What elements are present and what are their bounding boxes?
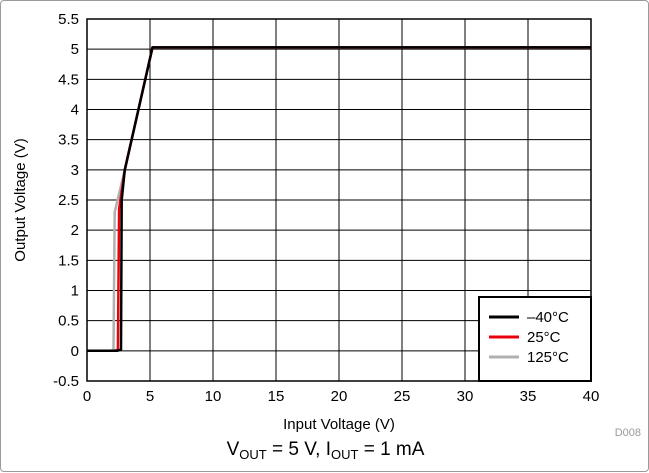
caption-iout-value: = 1 mA bbox=[358, 439, 425, 460]
y-tick-label: 3 bbox=[71, 162, 79, 179]
y-tick-label: 2 bbox=[71, 222, 79, 239]
caption-vout-value: = 5 V, bbox=[266, 439, 326, 460]
y-tick-label: 4 bbox=[71, 102, 79, 119]
x-tick-label: 30 bbox=[457, 388, 474, 405]
legend-label: 25°C bbox=[527, 329, 561, 346]
x-tick-label: 15 bbox=[268, 388, 285, 405]
y-tick-label: 5 bbox=[71, 41, 79, 58]
x-tick-label: 0 bbox=[83, 388, 91, 405]
x-tick-label: 25 bbox=[394, 388, 411, 405]
legend-label: 125°C bbox=[527, 349, 569, 366]
y-tick-label: 1 bbox=[71, 283, 79, 300]
x-tick-label: 10 bbox=[205, 388, 222, 405]
chart-caption: VOUT = 5 V, IOUT = 1 mA bbox=[1, 439, 649, 462]
legend: –40°C 25°C 125°C bbox=[478, 296, 592, 382]
y-axis-label: Output Voltage (V) bbox=[12, 138, 29, 261]
y-tick-label: 4.5 bbox=[58, 71, 79, 88]
y-tick-label: 3.5 bbox=[58, 132, 79, 149]
y-tick-label: 5.5 bbox=[58, 11, 79, 28]
y-tick-label: 2.5 bbox=[58, 192, 79, 209]
series-line bbox=[87, 46, 591, 353]
plot-frame bbox=[86, 18, 592, 382]
figure-id: D008 bbox=[615, 427, 641, 439]
x-tick-label: 20 bbox=[331, 388, 348, 405]
caption-vout-symbol: V bbox=[226, 439, 240, 460]
caption-iout-subscript: OUT bbox=[330, 447, 359, 462]
caption-iout-symbol: I bbox=[325, 439, 331, 460]
x-axis-label: Input Voltage (V) bbox=[283, 416, 395, 433]
x-tick-label: 5 bbox=[146, 388, 154, 405]
y-tick-label: 0.5 bbox=[58, 313, 79, 330]
x-tick-label: 40 bbox=[583, 388, 600, 405]
y-tick-label: 0 bbox=[71, 343, 79, 360]
legend-box bbox=[478, 296, 592, 382]
legend-label: –40°C bbox=[527, 309, 569, 326]
y-tick-label: 1.5 bbox=[58, 252, 79, 269]
x-tick-label: 35 bbox=[520, 388, 537, 405]
caption-vout-subscript: OUT bbox=[239, 447, 267, 462]
y-tick-label: -0.5 bbox=[53, 373, 79, 390]
